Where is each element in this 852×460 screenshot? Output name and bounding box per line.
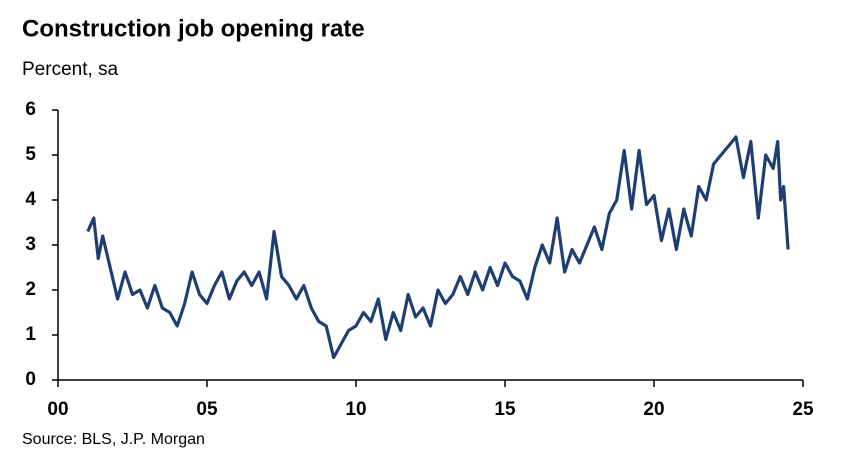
source-note: Source: BLS, J.P. Morgan — [22, 431, 205, 448]
y-tick-label: 6 — [25, 99, 36, 120]
y-tick-label: 1 — [25, 324, 36, 345]
chart-subtitle: Percent, sa — [22, 59, 119, 80]
y-tick-label: 4 — [25, 189, 36, 210]
x-tick-label: 10 — [345, 399, 366, 420]
data-line — [86, 135, 790, 360]
x-tick-label: 20 — [643, 399, 664, 420]
y-tick-label: 3 — [25, 234, 36, 255]
y-tick-label: 0 — [25, 369, 36, 390]
x-tick-label: 00 — [47, 399, 68, 420]
y-tick-label: 5 — [25, 144, 36, 165]
chart-title: Construction job opening rate — [22, 15, 365, 42]
y-tick-label: 2 — [25, 279, 36, 300]
x-tick-label: 25 — [792, 399, 814, 420]
x-tick-label: 05 — [196, 399, 218, 420]
x-tick-label: 15 — [494, 399, 516, 420]
